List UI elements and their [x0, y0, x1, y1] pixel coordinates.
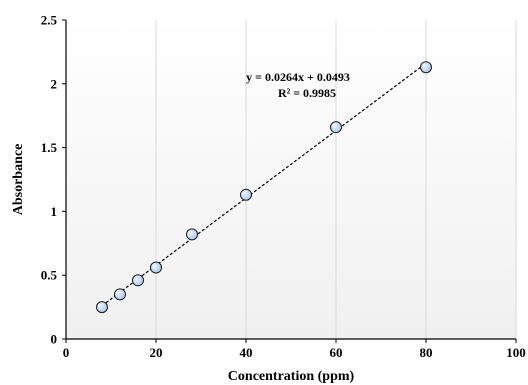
x-tick-label: 20	[150, 345, 163, 360]
plot-area	[66, 20, 516, 339]
x-tick-label: 80	[420, 345, 433, 360]
y-tick-label: 0.5	[41, 268, 58, 283]
y-tick-label: 1.5	[41, 140, 58, 155]
y-tick-label: 1	[51, 204, 58, 219]
data-point	[114, 288, 126, 301]
y-axis-title: Absorbance	[11, 144, 26, 216]
x-tick-label: 60	[330, 345, 343, 360]
y-tick-label: 0	[51, 332, 58, 347]
data-point	[420, 61, 432, 74]
y-tick-label: 2.5	[41, 13, 58, 28]
x-axis-title: Concentration (ppm)	[228, 369, 355, 384]
axes	[65, 20, 516, 340]
data-point	[150, 261, 162, 274]
y-tick-label: 2	[51, 76, 58, 91]
equation-annotation: y = 0.0264x + 0.0493	[246, 70, 350, 84]
data-point	[330, 121, 342, 134]
x-tick-label: 40	[240, 345, 253, 360]
x-tick-label: 100	[506, 345, 526, 360]
data-point	[96, 301, 108, 314]
r-squared-annotation: R² = 0.9985	[278, 86, 336, 100]
data-point	[240, 188, 252, 201]
y-axis-ticks: 0 0.5 1 1.5 2 2.5	[41, 13, 66, 347]
data-point	[186, 228, 198, 241]
data-point	[132, 274, 144, 287]
x-axis-ticks: 0 20 40 60 80 100	[63, 339, 526, 360]
data-points	[96, 61, 432, 314]
x-tick-label: 0	[63, 345, 70, 360]
